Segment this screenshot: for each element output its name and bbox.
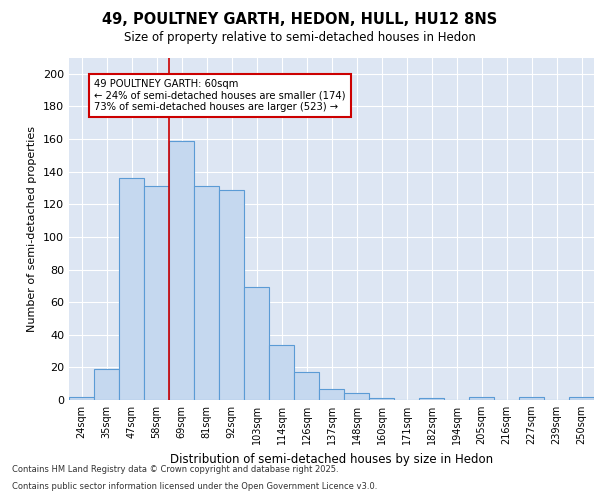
X-axis label: Distribution of semi-detached houses by size in Hedon: Distribution of semi-detached houses by … (170, 452, 493, 466)
Text: 49, POULTNEY GARTH, HEDON, HULL, HU12 8NS: 49, POULTNEY GARTH, HEDON, HULL, HU12 8N… (103, 12, 497, 28)
Bar (144, 186, 169, 400)
Bar (244, 288, 269, 400)
Text: Size of property relative to semi-detached houses in Hedon: Size of property relative to semi-detach… (124, 31, 476, 44)
Bar (419, 398, 444, 400)
Bar (369, 398, 394, 400)
Bar (119, 178, 144, 400)
Text: 49 POULTNEY GARTH: 60sqm
← 24% of semi-detached houses are smaller (174)
73% of : 49 POULTNEY GARTH: 60sqm ← 24% of semi-d… (94, 78, 346, 112)
Bar (69, 396, 94, 400)
Bar (94, 369, 119, 400)
Bar (294, 372, 319, 400)
Bar (219, 190, 244, 400)
Bar (569, 396, 594, 400)
Bar (519, 396, 544, 400)
Bar (469, 396, 494, 400)
Y-axis label: Number of semi-detached properties: Number of semi-detached properties (28, 126, 37, 332)
Bar (319, 388, 344, 400)
Bar (194, 186, 219, 400)
Text: Contains HM Land Registry data © Crown copyright and database right 2025.: Contains HM Land Registry data © Crown c… (12, 466, 338, 474)
Bar (269, 344, 294, 400)
Text: Contains public sector information licensed under the Open Government Licence v3: Contains public sector information licen… (12, 482, 377, 491)
Bar (344, 394, 369, 400)
Bar (169, 140, 194, 400)
